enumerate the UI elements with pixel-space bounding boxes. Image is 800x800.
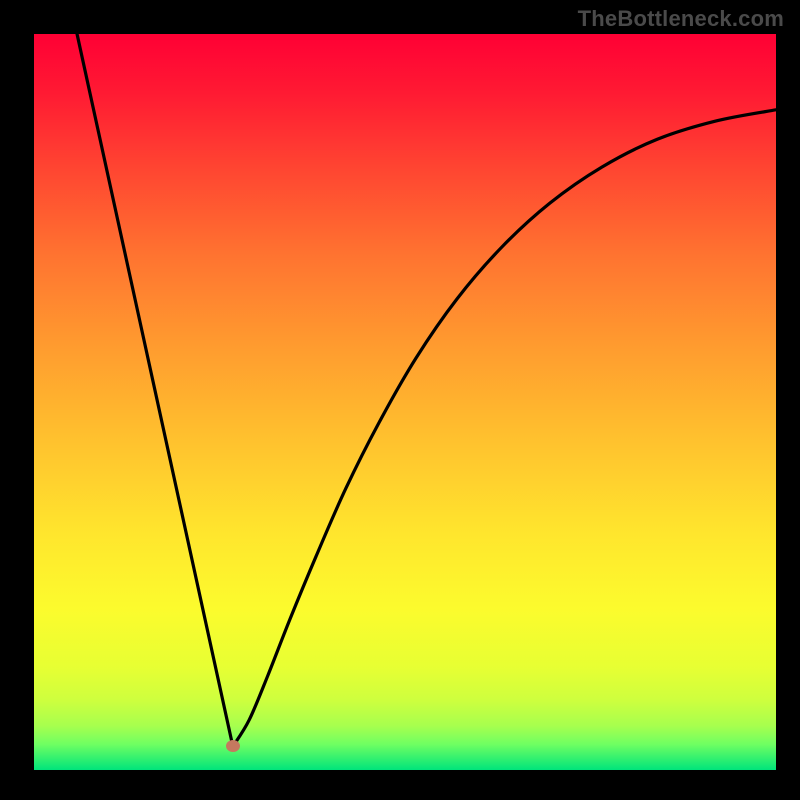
- plot-area: [34, 34, 776, 770]
- watermark-label: TheBottleneck.com: [578, 6, 784, 32]
- bottleneck-curve: [34, 34, 776, 770]
